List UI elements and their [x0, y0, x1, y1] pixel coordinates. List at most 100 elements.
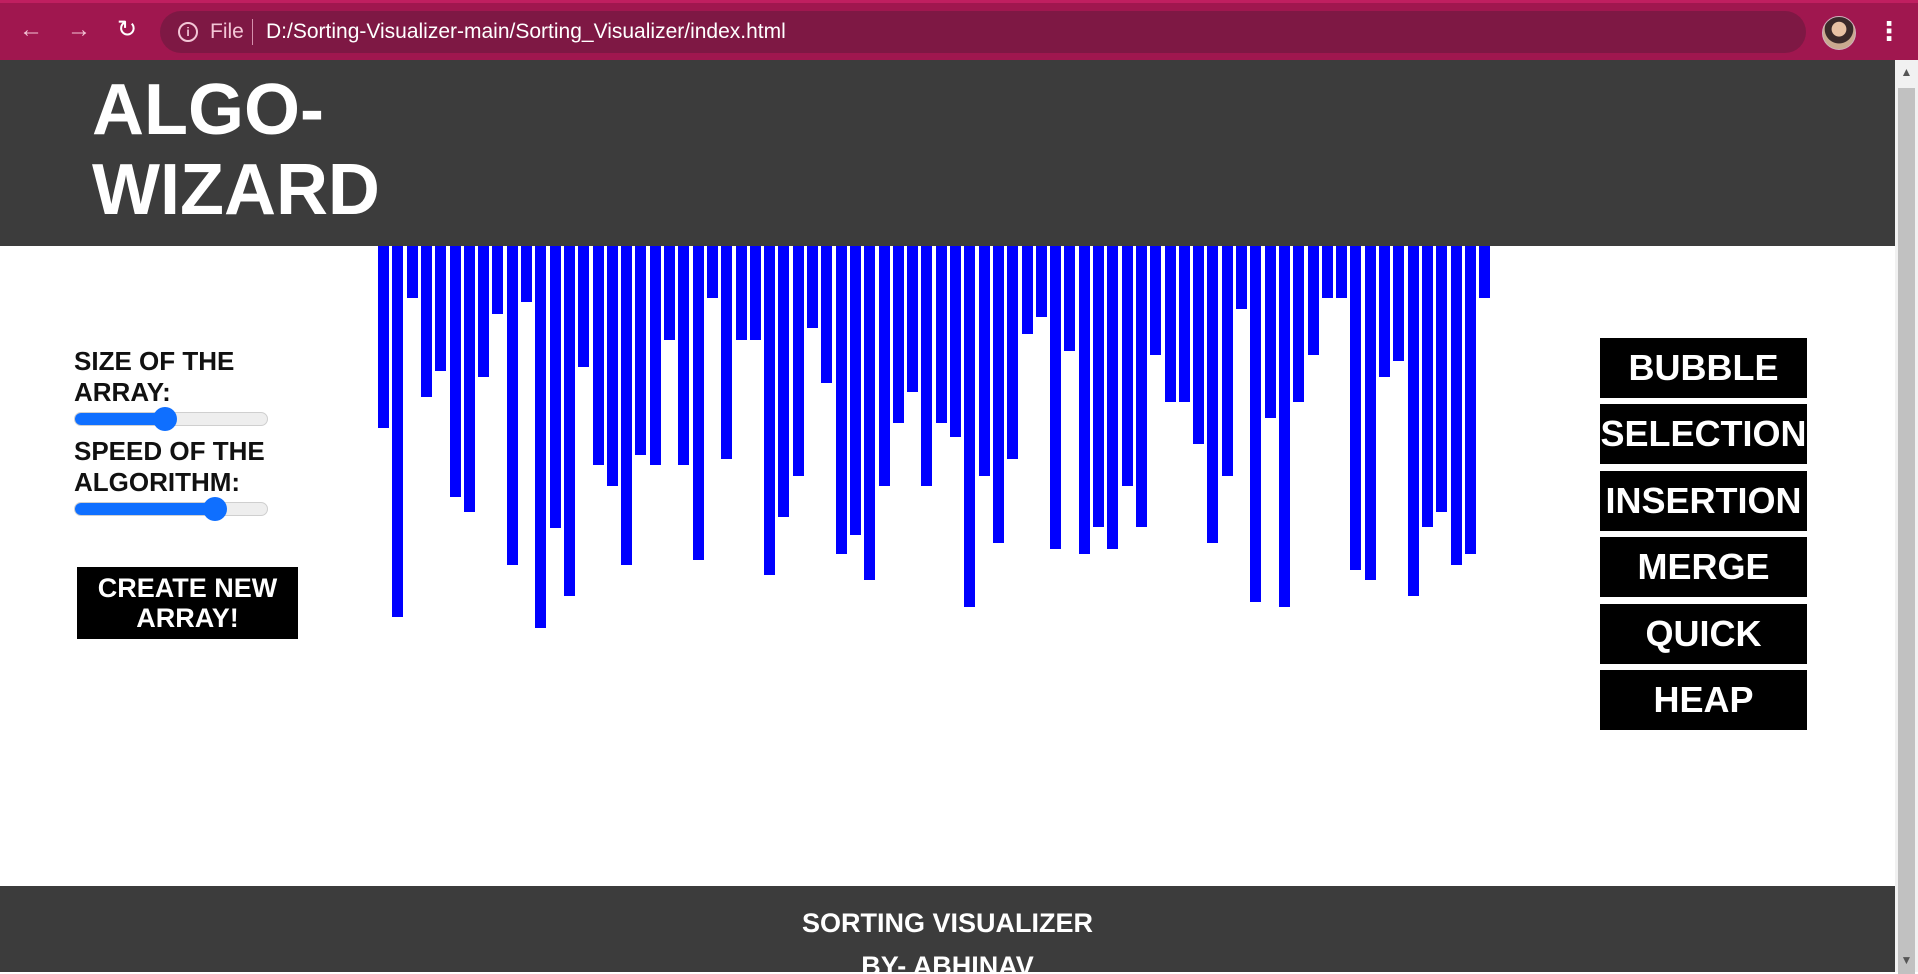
array-bar — [950, 246, 961, 437]
array-bar — [378, 246, 389, 428]
array-bar — [792, 246, 804, 476]
array-bar — [1178, 246, 1190, 402]
array-bar — [1236, 246, 1247, 309]
algo-button-bubble[interactable]: BUBBLE — [1600, 338, 1807, 398]
array-bar — [1336, 246, 1348, 298]
scheme-label: File — [210, 20, 244, 43]
array-size-slider[interactable] — [74, 407, 268, 431]
array-bar — [606, 246, 618, 486]
array-bar — [1421, 246, 1433, 527]
slider-fill — [75, 503, 216, 515]
array-bar — [1050, 246, 1062, 549]
array-bar — [907, 246, 919, 392]
array-bar — [935, 246, 947, 423]
algo-button-merge[interactable]: MERGE — [1600, 537, 1807, 598]
array-bar — [778, 246, 790, 517]
array-bar — [1264, 246, 1276, 418]
array-bar — [1207, 246, 1219, 543]
array-bar — [1064, 246, 1076, 351]
browser-menu-icon[interactable]: ⋮ — [1876, 16, 1902, 46]
site-logo: ALGO- WIZARD — [92, 70, 412, 230]
array-bar — [992, 246, 1004, 543]
array-bar — [449, 246, 461, 497]
array-bar — [621, 246, 633, 565]
array-bar — [1250, 246, 1262, 602]
logo-line-2: WIZARD — [92, 150, 380, 230]
array-bar — [892, 246, 904, 423]
array-bar — [1364, 246, 1376, 580]
reload-icon[interactable]: ↻ — [116, 16, 138, 43]
info-icon[interactable]: i — [178, 22, 198, 42]
slider-thumb[interactable] — [153, 407, 178, 431]
array-bar — [1479, 246, 1491, 298]
array-bar — [706, 246, 718, 298]
array-bar — [1135, 246, 1147, 527]
array-bar — [721, 246, 733, 459]
array-bar — [1464, 246, 1476, 554]
array-bar — [1293, 246, 1305, 402]
array-bar — [549, 246, 561, 528]
array-bar — [535, 246, 547, 628]
array-bar — [849, 246, 861, 535]
address-bar[interactable]: i File D:/Sorting-Visualizer-main/Sortin… — [160, 11, 1806, 53]
array-bar — [578, 246, 590, 367]
array-bar — [1436, 246, 1448, 512]
array-size-label: SIZE OF THE ARRAY: — [74, 346, 235, 407]
array-bar — [406, 246, 418, 298]
array-bar — [864, 246, 876, 580]
array-bar — [1407, 246, 1419, 596]
array-bar — [563, 246, 575, 596]
array-bar — [692, 246, 704, 560]
array-bar — [1393, 246, 1405, 361]
array-bar — [835, 246, 847, 554]
url-text[interactable]: D:/Sorting-Visualizer-main/Sorting_Visua… — [266, 20, 786, 43]
algo-button-heap[interactable]: HEAP — [1600, 670, 1807, 730]
array-bar — [821, 246, 833, 383]
array-bar — [1121, 246, 1133, 486]
algo-button-selection[interactable]: SELECTION — [1600, 404, 1807, 465]
array-bar — [1379, 246, 1390, 377]
vertical-scrollbar[interactable]: ▲ ▼ — [1895, 60, 1918, 974]
array-bar — [807, 246, 818, 328]
profile-avatar[interactable] — [1822, 16, 1856, 50]
array-bar — [749, 246, 761, 340]
array-bar — [1021, 246, 1033, 334]
array-bar — [764, 246, 776, 575]
scroll-down-arrow-icon[interactable]: ▼ — [1900, 953, 1913, 967]
algo-button-quick[interactable]: QUICK — [1600, 603, 1807, 664]
array-bar — [492, 246, 504, 314]
omnibox-divider — [252, 19, 253, 45]
array-bar — [1350, 246, 1362, 570]
array-bar — [1035, 246, 1047, 317]
array-bars — [378, 246, 1511, 726]
array-bar — [592, 246, 604, 465]
array-bar — [649, 246, 661, 465]
logo-line-1: ALGO- — [92, 70, 324, 150]
array-bar — [1007, 246, 1019, 459]
algo-button-insertion[interactable]: INSERTION — [1600, 470, 1807, 531]
array-bar — [878, 246, 890, 486]
scroll-up-arrow-icon[interactable]: ▲ — [1900, 65, 1913, 79]
forward-arrow-icon[interactable]: → — [67, 16, 91, 43]
array-bar — [420, 246, 432, 397]
array-bar — [1193, 246, 1205, 444]
slider-thumb[interactable] — [203, 497, 228, 521]
page-header: ALGO- WIZARD — [0, 60, 1895, 246]
footer-byline: BY- ABHINAV — [861, 951, 1034, 972]
array-bar — [1093, 246, 1104, 527]
array-bar — [664, 246, 675, 340]
controls-panel: SIZE OF THE ARRAY: SPEED OF THE ALGORITH… — [74, 346, 314, 521]
array-bar — [1321, 246, 1333, 298]
array-bar — [392, 246, 404, 617]
array-bar — [1307, 246, 1319, 355]
footer-title: SORTING VISUALIZER — [801, 908, 1093, 938]
page-footer: SORTING VISUALIZER BY- ABHINAV — [0, 886, 1895, 972]
array-bar — [463, 246, 475, 512]
create-new-array-button[interactable]: CREATE NEW ARRAY! — [77, 567, 298, 639]
array-bar — [1150, 246, 1162, 355]
array-bar — [1450, 246, 1462, 565]
scrollbar-thumb[interactable] — [1898, 88, 1915, 974]
back-arrow-icon[interactable]: ← — [19, 16, 43, 43]
speed-slider[interactable] — [74, 497, 268, 521]
array-bar — [1278, 246, 1290, 607]
